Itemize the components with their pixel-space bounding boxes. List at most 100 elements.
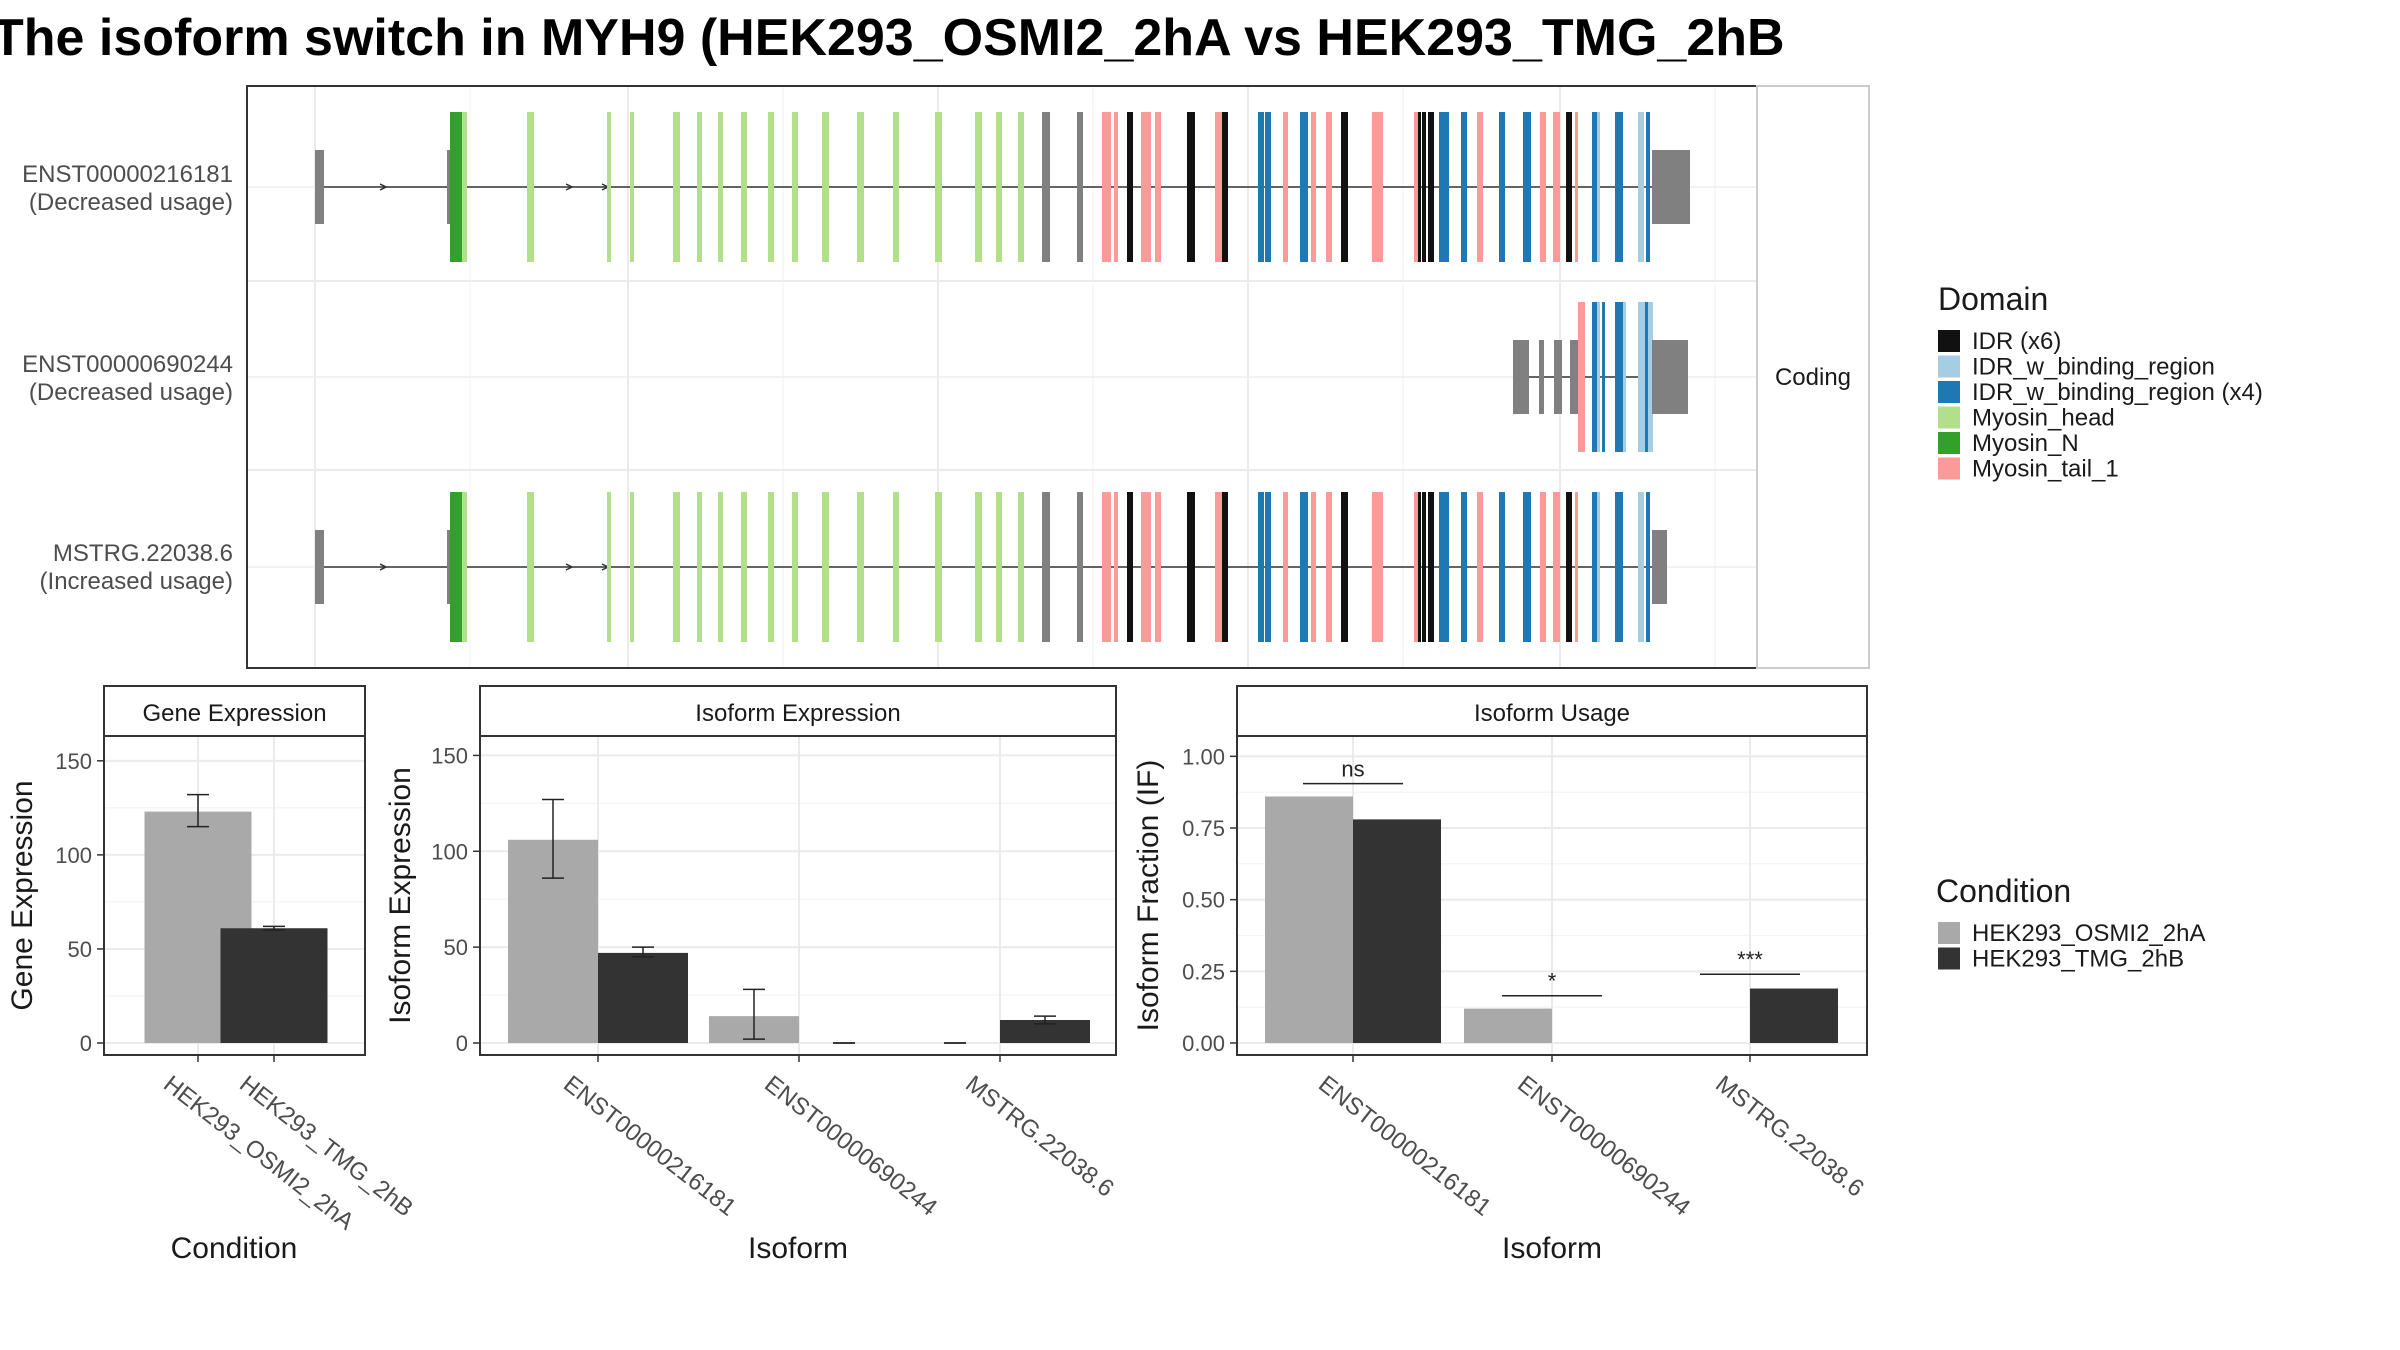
condition-legend-label: HEK293_TMG_2hB [1972, 946, 2184, 973]
chart-ylabel: Gene Expression [6, 780, 39, 1010]
structure-tracks [315, 112, 1690, 642]
transcript-3-exon-idr_w_binding_region4 [1615, 492, 1623, 642]
transcript-1-exon-idr [1127, 112, 1133, 262]
transcript-1-exon-myosin_tail_1 [1311, 112, 1316, 262]
chart-ytick-label: 50 [444, 935, 468, 960]
transcript-3-exon-myosin_head [630, 492, 634, 642]
chart-xtick-label: ENST00000216181 [558, 1070, 741, 1221]
transcript-1-exon-idr [1566, 112, 1572, 262]
transcript-3-exon-idr_w_binding_region4 [1439, 492, 1447, 642]
transcript-3-exon-idr [1566, 492, 1572, 642]
transcript-3-utr3 [1652, 530, 1667, 604]
transcript-3-strand-arrow [379, 563, 388, 571]
transcript-1-exon-idr_w_binding_region [1597, 112, 1600, 262]
transcript-1-exon-idr [1341, 112, 1348, 262]
transcript-3-exon-myosin_tail_1 [1326, 492, 1332, 642]
transcript-3-exon-myosin_head [527, 492, 534, 642]
transcript-3-exon-idr_w_binding_region4 [1300, 492, 1308, 642]
transcript-1-exon-idr [1428, 112, 1434, 262]
chart-isoform-expression: 0 50 100 150 Isoform Expression ENST000002161… [384, 685, 1119, 1265]
transcript-2-exon-idr_w_binding_region [1648, 302, 1653, 452]
transcript-1-exon-myosin_tail_1 [1283, 112, 1288, 262]
transcript-3-exon-noncoding [1042, 492, 1050, 642]
transcript-3-exon-idr [1127, 492, 1133, 642]
transcript-3-exon-myosin_tail_1 [1114, 492, 1118, 642]
transcript-1-exon-myosin_head [630, 112, 634, 262]
transcript-3-exon-idr [1422, 492, 1426, 642]
chart-ytick-label: 150 [55, 749, 92, 774]
chart-ylabel: Isoform Fraction (IF) [1132, 760, 1165, 1032]
chart-xlabel: Isoform [1502, 1232, 1602, 1265]
transcript-1-exon-idr_w_binding_region4 [1300, 112, 1308, 262]
transcript-3-exon-myosin_tail_1 [1102, 492, 1111, 642]
transcript-3-exon-idr_w_binding_region [1597, 492, 1600, 642]
chart-bar [598, 952, 688, 1043]
domain-legend-label: IDR_w_binding_region [1972, 354, 2215, 381]
transcript-1-exon-myosin_tail_1 [1477, 112, 1483, 262]
chart-significance-label: ns [1341, 757, 1364, 782]
chart-xtick-label: ENST00000216181 [1313, 1070, 1496, 1221]
transcript-1-exon-myosin_head [893, 112, 899, 262]
transcript-3-exon-myosin_tail_1 [1575, 492, 1578, 642]
transcript-2-utr-exon [1554, 340, 1562, 414]
transcript-1-exon-idr [1187, 112, 1195, 262]
transcript-1-exon-idr_w_binding_region [1638, 112, 1644, 262]
transcript-1-exon-myosin_tail_1 [1553, 112, 1560, 262]
transcript-1-exon-myosin_tail_1 [1540, 112, 1546, 262]
transcript-1-exon-myosin_tail_1 [1326, 112, 1332, 262]
transcript-3-exon-idr_w_binding_region4 [1523, 492, 1531, 642]
transcript-label-3-id: MSTRG.22038.6 [53, 540, 233, 567]
domain-legend-label: IDR_w_binding_region (x4) [1972, 379, 2263, 406]
domain-legend-items: IDR (x6)IDR_w_binding_regionIDR_w_bindin… [1938, 328, 2263, 483]
transcript-3-exon-myosin_tail_1 [1414, 492, 1418, 642]
chart-significance-label: *** [1737, 947, 1763, 972]
chart-xtick-label: ENST00000690244 [759, 1070, 942, 1221]
transcript-1-exon-noncoding [1042, 112, 1050, 262]
domain-legend-label: Myosin_tail_1 [1972, 456, 2119, 483]
transcript-1-exon-myosin_tail_1 [1155, 112, 1161, 262]
transcript-1-exon-idr_w_binding_region4 [1265, 112, 1271, 262]
chart-ytick-label: 50 [68, 937, 92, 962]
chart-title: Isoform Expression [695, 700, 900, 727]
transcript-3-exon-myosin_n [454, 492, 458, 642]
transcript-2-exon-idr_w_binding_region4 [1592, 302, 1597, 452]
transcript-3-exon-idr_w_binding_region4 [1461, 492, 1467, 642]
domain-legend-label: Myosin_N [1972, 430, 2079, 457]
transcript-2-exon-idr_w_binding_region [1623, 302, 1626, 452]
facet-strip-label: Coding [1775, 364, 1851, 391]
condition-legend-label: HEK293_OSMI2_2hA [1972, 920, 2205, 947]
transcript-2-exon-idr_w_binding_region4 [1602, 302, 1605, 452]
transcript-1-exon-myosin_head [527, 112, 534, 262]
transcript-3-exon-myosin_head [792, 492, 798, 642]
chart-ytick-label: 0.50 [1182, 888, 1225, 913]
transcript-3-exon-myosin_head [697, 492, 702, 642]
transcript-2-exon-idr_w_binding_region [1597, 302, 1600, 452]
transcript-1-utr5 [315, 150, 324, 224]
chart-ylabel: Isoform Expression [384, 767, 417, 1024]
transcript-label-3-usage: (Increased usage) [40, 568, 233, 595]
chart-xlabel: Isoform [748, 1232, 848, 1265]
transcript-1-exon-idr_w_binding_region4 [1439, 112, 1447, 262]
chart-title-strip [1236, 685, 1868, 737]
transcript-3-exon-myosin_tail_1 [1215, 492, 1224, 642]
transcript-3-exon-idr [1187, 492, 1195, 642]
transcript-1-exon-myosin_n [454, 112, 458, 262]
transcript-3-exon-myosin_head [1018, 492, 1024, 642]
transcript-3-exon-myosin_head [462, 492, 467, 642]
transcript-3-exon-idr [1428, 492, 1434, 642]
transcript-1-strand-arrow [379, 183, 388, 191]
transcript-1-exon-myosin_n [450, 112, 454, 262]
chart-ytick-label: 0.00 [1182, 1031, 1225, 1056]
chart-xlabel: Condition [171, 1232, 298, 1265]
transcript-1-exon-myosin_head [741, 112, 747, 262]
transcript-1-exon-myosin_tail_1 [1114, 112, 1118, 262]
transcript-1-exon-myosin_head [822, 112, 829, 262]
condition-legend-title: Condition [1936, 873, 2071, 909]
transcript-1-utr5b [447, 150, 451, 224]
transcript-1-exon-idr_w_binding_region4 [1592, 112, 1597, 262]
transcript-3-exon-noncoding [1077, 492, 1083, 642]
